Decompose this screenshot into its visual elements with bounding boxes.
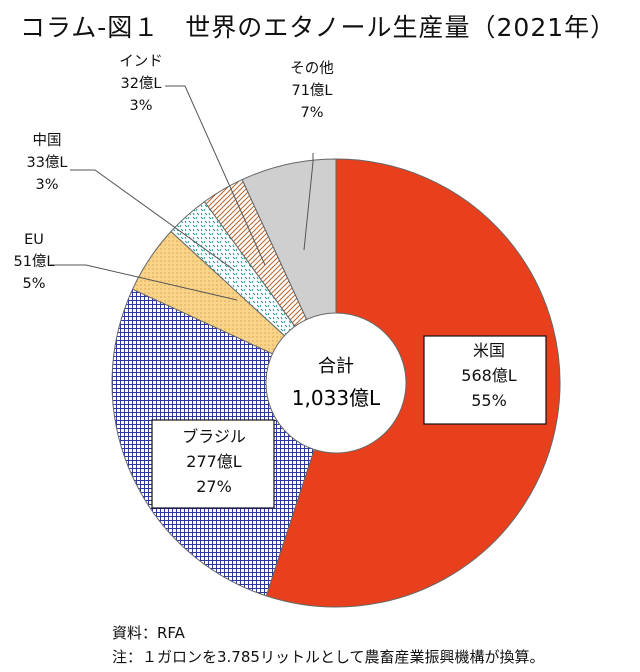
label-name-china: 中国 <box>33 132 62 149</box>
label-percent-india: 3% <box>129 98 152 114</box>
slice-other <box>241 158 337 321</box>
label-name-eu: EU <box>24 232 44 248</box>
label-value-us: 568億L <box>461 366 517 385</box>
label-value-india: 32億L <box>120 75 161 92</box>
leader-line-eu <box>50 264 238 301</box>
leader-line-china <box>70 169 235 271</box>
slice-us <box>265 158 561 608</box>
label-name-other: その他 <box>290 60 334 77</box>
label-percent-other: 7% <box>300 105 323 121</box>
conversion-note: 注：１ガロンを3.785リットルとして農畜産業振興機構が換算。 <box>112 648 545 666</box>
label-name-india: インド <box>119 54 163 70</box>
leader-line-other <box>303 153 314 251</box>
label-percent-eu: 5% <box>22 276 45 292</box>
label-value-eu: 51億L <box>13 253 54 270</box>
label-name-us: 米国 <box>473 341 505 360</box>
label-value-brazil: 277億L <box>186 452 242 471</box>
label-percent-brazil: 27% <box>196 477 232 496</box>
label-box-us <box>423 335 547 425</box>
donut-hole <box>267 314 405 452</box>
source-note: 資料：RFA <box>112 624 185 642</box>
chart-title: コラム-図１ 世界のエタノール生産量（2021年） <box>20 13 617 42</box>
label-value-china: 33億L <box>26 154 67 171</box>
leader-line-india <box>165 85 266 266</box>
center-total-label: 合計 <box>318 356 354 377</box>
label-box-brazil <box>151 419 275 509</box>
label-value-other: 71億L <box>291 82 332 99</box>
label-percent-china: 3% <box>35 177 58 193</box>
center-total-value: 1,033億L <box>292 386 381 410</box>
label-name-brazil: ブラジル <box>182 427 246 446</box>
label-percent-us: 55% <box>471 391 507 410</box>
